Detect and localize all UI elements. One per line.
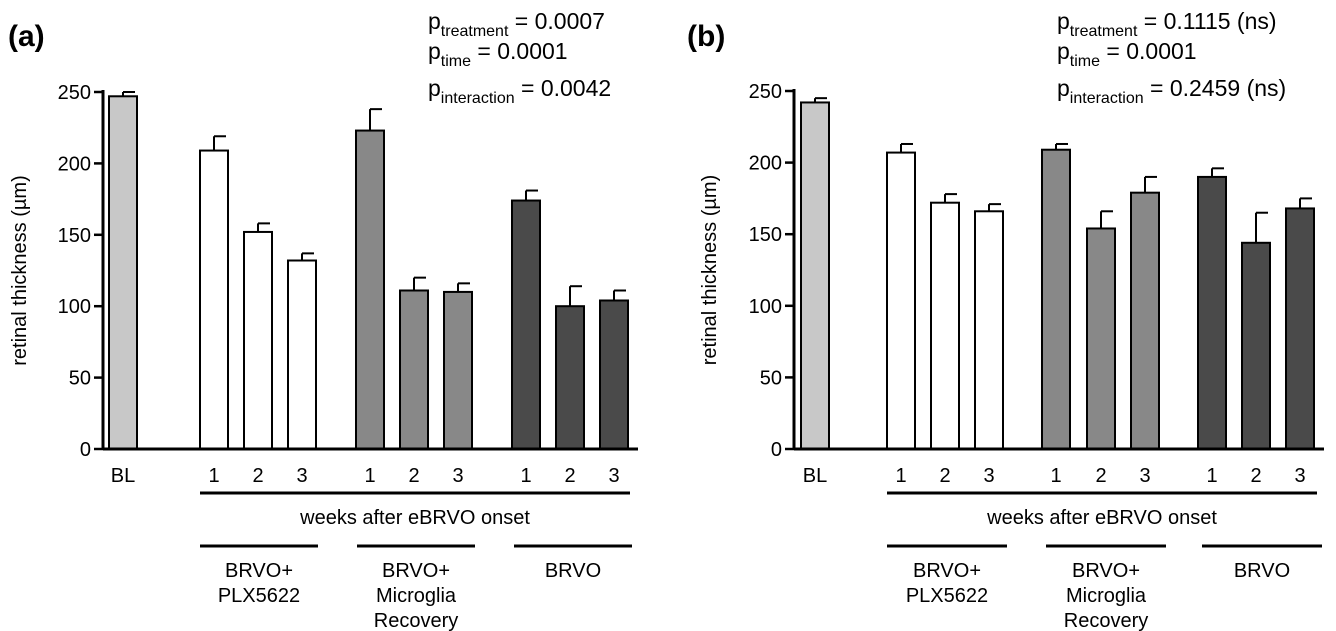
y-tick-label: 200 bbox=[749, 153, 782, 175]
group-label-recovery: BRVO+ bbox=[382, 560, 450, 582]
stat-symbol: p bbox=[1057, 38, 1070, 64]
bar bbox=[974, 210, 1004, 450]
stat-line: pinteraction = 0.0042 bbox=[428, 75, 611, 107]
bar bbox=[199, 149, 229, 450]
group-label-plx: PLX5622 bbox=[218, 585, 300, 607]
group-label-plx: BRVO+ bbox=[913, 560, 981, 582]
bar bbox=[1285, 207, 1315, 450]
bar bbox=[1130, 191, 1160, 450]
x-axis-title: weeks after eBRVO onset bbox=[986, 507, 1217, 529]
stat-symbol: p bbox=[1057, 8, 1070, 34]
x-tick-label: 3 bbox=[983, 465, 994, 487]
bar bbox=[511, 199, 541, 450]
group-label-brvo: BRVO bbox=[1234, 560, 1290, 582]
stat-subscript: time bbox=[441, 53, 471, 70]
x-tick-label: 2 bbox=[252, 465, 263, 487]
bar bbox=[1197, 175, 1227, 450]
x-tick-label: 3 bbox=[1294, 465, 1305, 487]
x-tick-label: 2 bbox=[564, 465, 575, 487]
group-label-recovery: BRVO+ bbox=[1072, 560, 1140, 582]
stat-symbol: p bbox=[428, 38, 441, 64]
stat-value: = 0.1115 (ns) bbox=[1137, 8, 1276, 34]
bar bbox=[555, 305, 585, 451]
y-tick-label: 0 bbox=[771, 439, 782, 461]
stat-symbol: p bbox=[428, 75, 441, 101]
group-label-recovery: Microglia bbox=[376, 585, 457, 607]
stat-line: ptreatment = 0.0007 bbox=[428, 8, 605, 40]
x-tick-label: 3 bbox=[452, 465, 463, 487]
bar bbox=[108, 95, 138, 450]
x-tick-label: 2 bbox=[939, 465, 950, 487]
x-tick-label: 2 bbox=[1250, 465, 1261, 487]
bar bbox=[287, 259, 317, 450]
x-tick-label: 2 bbox=[1095, 465, 1106, 487]
stat-subscript: interaction bbox=[441, 90, 515, 107]
panel-label: (a) bbox=[8, 20, 45, 53]
y-tick-label: 100 bbox=[58, 296, 91, 318]
y-axis-title: retinal thickness (µm) bbox=[699, 175, 721, 365]
y-tick-label: 100 bbox=[749, 296, 782, 318]
x-tick-label: BL bbox=[803, 465, 827, 487]
x-tick-label: 3 bbox=[296, 465, 307, 487]
y-tick-label: 50 bbox=[69, 368, 91, 390]
stat-value: = 0.0042 bbox=[515, 75, 612, 101]
y-tick-label: 50 bbox=[760, 367, 782, 389]
bar bbox=[443, 290, 473, 451]
group-label-brvo: BRVO bbox=[545, 560, 601, 582]
group-label-plx: BRVO+ bbox=[225, 560, 293, 582]
group-label-recovery: Microglia bbox=[1066, 585, 1147, 607]
x-tick-label: 1 bbox=[1050, 465, 1061, 487]
stat-symbol: p bbox=[1057, 75, 1070, 101]
y-tick-label: 200 bbox=[58, 153, 91, 175]
y-tick-label: 250 bbox=[58, 82, 91, 104]
y-axis-title: retinal thickness (µm) bbox=[9, 175, 31, 365]
stat-symbol: p bbox=[428, 8, 441, 34]
x-tick-label: BL bbox=[111, 465, 135, 487]
stat-subscript: treatment bbox=[1070, 23, 1138, 40]
x-tick-label: 1 bbox=[520, 465, 531, 487]
stat-line: ptime = 0.0001 bbox=[1057, 38, 1197, 70]
bar bbox=[243, 230, 273, 450]
y-tick-label: 0 bbox=[80, 439, 91, 461]
stat-line: ptreatment = 0.1115 (ns) bbox=[1057, 8, 1277, 40]
bar bbox=[1086, 227, 1116, 450]
stat-value: = 0.0001 bbox=[1100, 38, 1197, 64]
bar bbox=[800, 101, 830, 451]
group-label-recovery: Recovery bbox=[374, 610, 458, 631]
stat-line: ptime = 0.0001 bbox=[428, 38, 568, 70]
x-tick-label: 3 bbox=[608, 465, 619, 487]
stat-subscript: interaction bbox=[1070, 90, 1144, 107]
x-tick-label: 1 bbox=[364, 465, 375, 487]
stat-subscript: time bbox=[1070, 53, 1100, 70]
x-tick-label: 2 bbox=[408, 465, 419, 487]
y-tick-label: 150 bbox=[749, 224, 782, 246]
bar bbox=[1241, 241, 1271, 450]
bar bbox=[886, 151, 916, 451]
stat-line: pinteraction = 0.2459 (ns) bbox=[1057, 75, 1286, 107]
stat-value: = 0.0007 bbox=[508, 8, 605, 34]
x-tick-label: 1 bbox=[208, 465, 219, 487]
bar bbox=[399, 289, 429, 450]
y-tick-label: 250 bbox=[749, 81, 782, 103]
group-label-recovery: Recovery bbox=[1064, 610, 1148, 631]
x-tick-label: 1 bbox=[895, 465, 906, 487]
x-axis-title: weeks after eBRVO onset bbox=[299, 507, 530, 529]
bar bbox=[599, 299, 629, 450]
y-tick-label: 150 bbox=[58, 225, 91, 247]
bar bbox=[930, 201, 960, 450]
x-tick-label: 1 bbox=[1206, 465, 1217, 487]
bar bbox=[1041, 148, 1071, 450]
bar bbox=[355, 129, 385, 450]
x-tick-label: 3 bbox=[1139, 465, 1150, 487]
panel-label: (b) bbox=[687, 20, 725, 53]
stat-subscript: treatment bbox=[441, 23, 509, 40]
stat-value: = 0.2459 (ns) bbox=[1144, 75, 1287, 101]
group-label-plx: PLX5622 bbox=[906, 585, 988, 607]
stat-value: = 0.0001 bbox=[471, 38, 568, 64]
